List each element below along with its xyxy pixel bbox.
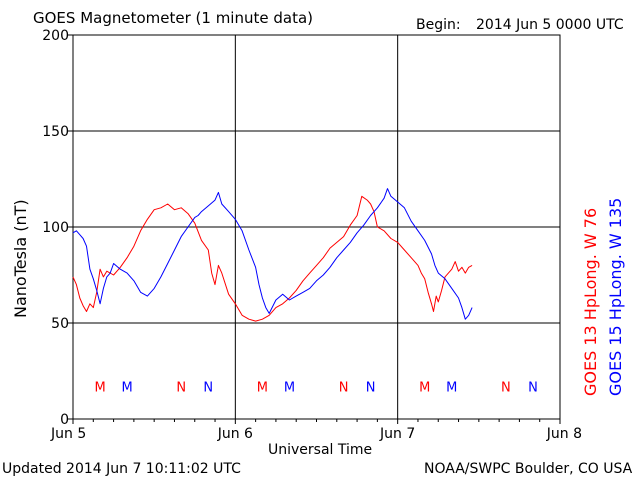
event-marker: M [94, 380, 105, 395]
legend-goes13-longitude: Long. W 76 [581, 207, 600, 298]
x-tick-label: Jun 6 [217, 426, 253, 442]
event-marker: N [339, 380, 349, 395]
begin-value: 2014 Jun 5 0000 UTC [476, 17, 624, 33]
event-marker: M [257, 380, 268, 395]
legend-goes13-name: GOES 13 Hp [581, 298, 600, 396]
x-tick-label: Jun 8 [546, 426, 582, 442]
event-marker: M [419, 380, 430, 395]
y-tick-label: 150 [42, 124, 69, 140]
footer-updated: Updated 2014 Jun 7 10:11:02 UTC [2, 461, 241, 477]
event-marker: N [203, 380, 213, 395]
event-marker: M [122, 380, 133, 395]
y-axis-label: NanoTesla (nT) [11, 199, 30, 318]
x-tick-label: Jun 5 [50, 426, 86, 442]
legend-goes15-longitude: Long. W 135 [606, 197, 625, 298]
y-tick-label: 100 [42, 220, 69, 236]
legend-goes15-name: GOES 15 Hp [606, 298, 625, 396]
x-tick-label: Jun 7 [379, 426, 415, 442]
event-marker: N [366, 380, 376, 395]
event-marker: N [501, 380, 511, 395]
y-tick-label: 50 [51, 316, 69, 332]
event-marker: M [446, 380, 457, 395]
chart-title: GOES Magnetometer (1 minute data) [33, 9, 314, 27]
y-tick-label: 0 [60, 412, 69, 428]
plot-frame [72, 34, 561, 420]
footer-credit: NOAA/SWPC Boulder, CO USA [424, 461, 633, 477]
x-axis-label: Universal Time [268, 442, 373, 458]
series-line-goes15 [72, 188, 473, 320]
series-line-goes13 [72, 195, 473, 322]
y-tick-label: 200 [42, 28, 69, 44]
event-marker: N [176, 380, 186, 395]
event-marker: M [284, 380, 295, 395]
event-marker: N [528, 380, 538, 395]
begin-label: Begin: [416, 17, 461, 33]
